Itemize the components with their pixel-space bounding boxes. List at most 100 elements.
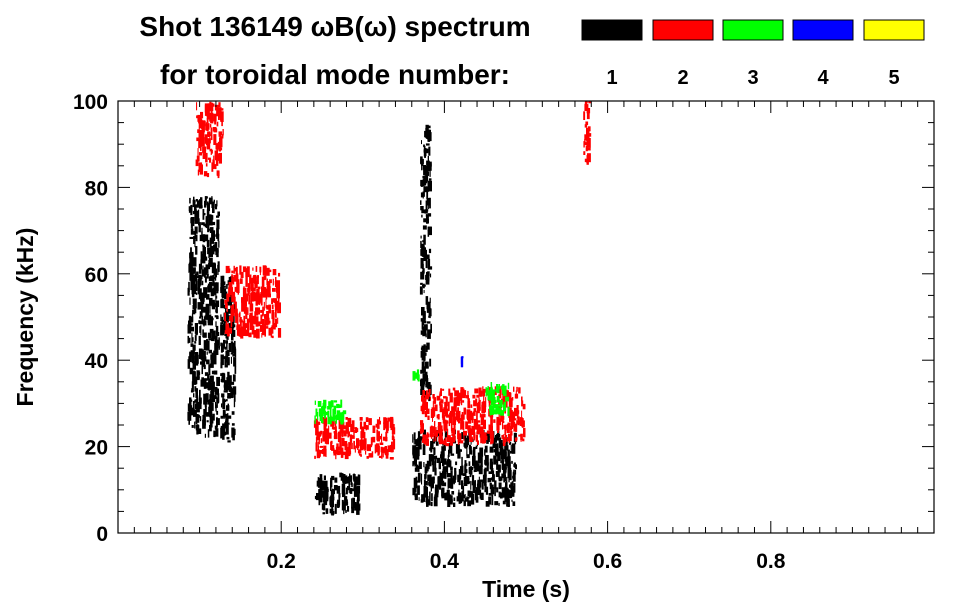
spectrum-speckle: [193, 377, 197, 385]
spectrum-speckle: [421, 140, 422, 145]
spectrum-speckle: [202, 209, 205, 220]
spectrum-speckle: [216, 347, 217, 352]
spectrum-speckle: [352, 497, 355, 509]
spectrum-speckle: [498, 418, 502, 426]
spectrum-speckle: [377, 450, 380, 456]
spectrum-speckle: [233, 357, 237, 367]
spectrum-speckle: [204, 315, 209, 320]
spectrum-speckle: [425, 260, 428, 269]
spectrum-speckle: [498, 482, 502, 490]
spectrum-speckle: [202, 234, 206, 243]
y-axis-label: Frequency (kHz): [12, 228, 38, 407]
spectrum-speckle: [481, 414, 484, 422]
spectrum-speckle: [191, 289, 195, 298]
spectrum-speckle: [443, 469, 447, 479]
spectrum-speckle: [204, 213, 206, 216]
spectrum-speckle: [452, 387, 456, 391]
spectrum-speckle: [445, 443, 449, 447]
spectrum-speckle: [214, 127, 217, 131]
spectrum-speckle: [214, 286, 217, 295]
spectrum-speckle: [413, 432, 416, 440]
spectrum-speckle: [496, 433, 499, 440]
spectrum-speckle: [341, 474, 346, 478]
spectrum-speckle: [433, 447, 436, 455]
spectrum-speckle: [263, 301, 265, 311]
spectrum-speckle: [205, 383, 209, 386]
x-tick-label: 0.8: [756, 550, 786, 573]
spectrum-speckle: [236, 282, 240, 293]
spectrum-speckle: [418, 436, 422, 446]
spectrum-speckle: [391, 427, 396, 435]
spectrum-speckle: [230, 381, 235, 385]
spectrum-speckle: [196, 137, 200, 142]
spectrum-speckle: [424, 148, 427, 157]
spectrum-speckle: [424, 155, 426, 158]
spectrum-speckle: [421, 345, 424, 352]
spectrum-speckle: [272, 288, 276, 292]
mode-2-region: [420, 386, 526, 447]
mode-3-region: [412, 369, 420, 382]
spectrum-speckle: [491, 494, 494, 506]
spectrum-speckle: [251, 312, 253, 318]
spectrum-speckle: [188, 418, 190, 425]
spectrum-speckle: [500, 492, 503, 499]
spectrum-speckle: [207, 319, 211, 326]
spectrum-speckle: [492, 474, 495, 482]
spectrum-speckle: [336, 410, 341, 421]
spectrum-speckle: [230, 319, 235, 329]
spectrum-speckle: [466, 496, 470, 499]
spectrum-speckle: [202, 332, 207, 338]
spectrum-speckle: [431, 436, 433, 439]
spectrum-speckle: [386, 420, 389, 431]
spectrum-speckle: [496, 450, 499, 453]
spectrum-speckle: [337, 404, 341, 408]
spectrum-speckle: [254, 274, 257, 285]
spectrum-speckle: [488, 432, 490, 442]
spectrum-speckle: [216, 332, 220, 336]
spectrum-speckle: [326, 495, 329, 502]
spectrum-speckle: [207, 332, 212, 339]
spectrum-speckle: [194, 205, 196, 214]
spectrum-speckle: [195, 388, 198, 398]
spectrum-speckle: [274, 318, 278, 328]
y-tick-label: 100: [73, 91, 108, 114]
spectrum-speckle: [461, 495, 465, 499]
spectrum-speckle: [200, 140, 202, 151]
spectrum-speckle: [420, 423, 424, 433]
spectrum-speckle: [209, 297, 213, 306]
spectrum-speckle: [233, 398, 236, 408]
spectrum-speckle: [323, 480, 328, 491]
spectrum-speckle: [423, 186, 428, 193]
spectrum-speckle: [195, 280, 198, 292]
spectrum-speckle: [199, 416, 202, 422]
spectrum-speckle: [423, 373, 427, 382]
spectrum-speckle: [205, 310, 209, 316]
spectrum-speckle: [194, 421, 196, 429]
spectrum-speckle: [503, 385, 507, 397]
spectrum-speckle: [206, 117, 209, 124]
spectrum-speckle: [257, 286, 261, 290]
spectrum-speckle: [207, 218, 209, 226]
spectrum-speckle: [252, 295, 257, 302]
spectrum-speckle: [505, 437, 508, 448]
spectrum-speckle: [226, 357, 230, 366]
spectrum-speckle: [216, 331, 218, 340]
spectrum-speckle: [424, 330, 427, 336]
spectrum-speckle: [520, 433, 523, 441]
spectrum-speckle: [197, 148, 199, 157]
spectrum-speckle: [220, 114, 222, 121]
spectrum-speckle: [191, 278, 193, 284]
spectrum-speckle: [476, 440, 479, 445]
spectrum-speckle: [424, 366, 426, 372]
spectrum-speckle: [242, 321, 246, 332]
spectrum-speckle: [480, 479, 484, 482]
spectrum-speckle: [490, 441, 494, 444]
spectrum-speckle: [243, 323, 248, 329]
spectrum-speckle: [232, 386, 237, 395]
mode-1-region: [419, 124, 433, 402]
spectrum-speckle: [259, 324, 263, 332]
spectrum-speckle: [448, 421, 451, 427]
spectrum-speckle: [333, 405, 337, 415]
spectrum-speckle: [212, 413, 215, 421]
spectrum-speckle: [584, 142, 588, 146]
